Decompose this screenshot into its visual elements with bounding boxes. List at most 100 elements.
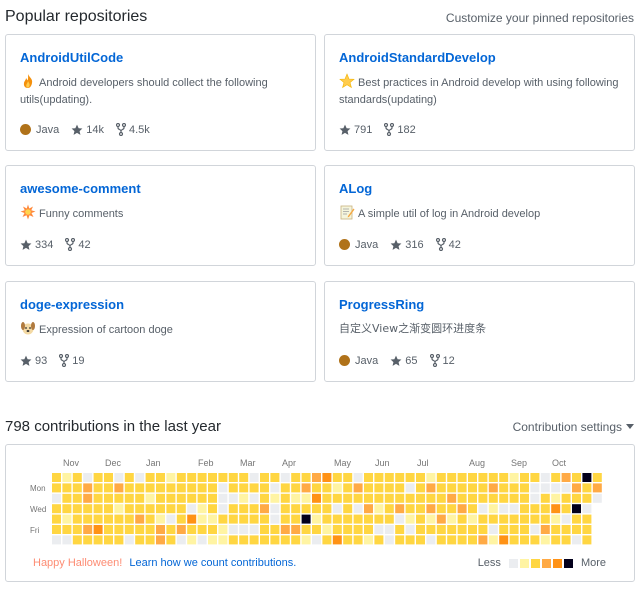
- contribution-day-cell[interactable]: [488, 483, 498, 493]
- contribution-day-cell[interactable]: [145, 535, 155, 545]
- contribution-day-cell[interactable]: [166, 514, 176, 524]
- contribution-day-cell[interactable]: [405, 525, 415, 534]
- contribution-day-cell[interactable]: [145, 514, 155, 524]
- contribution-day-cell[interactable]: [468, 504, 477, 514]
- contribution-day-cell[interactable]: [270, 493, 280, 503]
- contribution-day-cell[interactable]: [72, 535, 82, 545]
- contribution-day-cell[interactable]: [228, 493, 238, 503]
- contribution-day-cell[interactable]: [488, 493, 498, 503]
- contribution-day-cell[interactable]: [374, 535, 384, 545]
- contribution-day-cell[interactable]: [187, 525, 197, 534]
- contribution-day-cell[interactable]: [187, 483, 197, 493]
- contribution-day-cell[interactable]: [395, 493, 405, 503]
- contribution-day-cell[interactable]: [270, 535, 280, 545]
- contribution-day-cell[interactable]: [364, 483, 373, 493]
- contribution-day-cell[interactable]: [104, 535, 113, 545]
- learn-contributions-link[interactable]: Learn how we count contributions.: [129, 557, 297, 569]
- contribution-day-cell[interactable]: [540, 525, 550, 534]
- repo-forks-link[interactable]: 182: [384, 123, 416, 136]
- contribution-day-cell[interactable]: [384, 473, 394, 482]
- contribution-day-cell[interactable]: [208, 493, 217, 503]
- contribution-day-cell[interactable]: [436, 473, 446, 482]
- contribution-day-cell[interactable]: [426, 483, 436, 493]
- contribution-day-cell[interactable]: [353, 535, 363, 545]
- contribution-day-cell[interactable]: [280, 514, 290, 524]
- contribution-day-cell[interactable]: [426, 504, 436, 514]
- contribution-day-cell[interactable]: [582, 525, 592, 534]
- contribution-day-cell[interactable]: [530, 493, 540, 503]
- contribution-day-cell[interactable]: [312, 525, 321, 534]
- contribution-day-cell[interactable]: [270, 525, 280, 534]
- contribution-day-cell[interactable]: [374, 473, 384, 482]
- contribution-day-cell[interactable]: [145, 483, 155, 493]
- contribution-day-cell[interactable]: [592, 483, 602, 493]
- repo-stars-link[interactable]: 14k: [71, 124, 104, 136]
- contribution-day-cell[interactable]: [364, 535, 373, 545]
- contribution-day-cell[interactable]: [62, 493, 72, 503]
- repo-name-link[interactable]: ALog: [339, 181, 373, 196]
- contribution-day-cell[interactable]: [520, 493, 529, 503]
- contribution-day-cell[interactable]: [499, 473, 509, 482]
- contribution-day-cell[interactable]: [187, 535, 197, 545]
- contribution-day-cell[interactable]: [93, 514, 103, 524]
- contribution-day-cell[interactable]: [572, 483, 581, 493]
- contribution-day-cell[interactable]: [343, 525, 353, 534]
- contribution-day-cell[interactable]: [322, 493, 332, 503]
- repo-forks-link[interactable]: 4.5k: [116, 123, 150, 136]
- contribution-day-cell[interactable]: [291, 525, 301, 534]
- contribution-day-cell[interactable]: [83, 493, 93, 503]
- contribution-day-cell[interactable]: [72, 525, 82, 534]
- contribution-day-cell[interactable]: [499, 514, 509, 524]
- contribution-day-cell[interactable]: [62, 535, 72, 545]
- contribution-day-cell[interactable]: [364, 504, 373, 514]
- contribution-day-cell[interactable]: [332, 504, 342, 514]
- contribution-day-cell[interactable]: [530, 473, 540, 482]
- contribution-day-cell[interactable]: [280, 504, 290, 514]
- contribution-day-cell[interactable]: [249, 514, 259, 524]
- contribution-day-cell[interactable]: [187, 514, 197, 524]
- contribution-day-cell[interactable]: [83, 535, 93, 545]
- contribution-day-cell[interactable]: [343, 514, 353, 524]
- contribution-day-cell[interactable]: [405, 514, 415, 524]
- contribution-day-cell[interactable]: [572, 535, 581, 545]
- contribution-day-cell[interactable]: [228, 473, 238, 482]
- contribution-day-cell[interactable]: [416, 473, 425, 482]
- contribution-day-cell[interactable]: [436, 535, 446, 545]
- repo-name-link[interactable]: AndroidStandardDevelop: [339, 50, 496, 65]
- contribution-day-cell[interactable]: [582, 514, 592, 524]
- contribution-day-cell[interactable]: [218, 504, 228, 514]
- repo-name-link[interactable]: awesome-comment: [20, 181, 141, 196]
- contribution-day-cell[interactable]: [72, 514, 82, 524]
- contribution-day-cell[interactable]: [478, 504, 488, 514]
- contribution-day-cell[interactable]: [322, 473, 332, 482]
- contribution-day-cell[interactable]: [187, 473, 197, 482]
- contribution-day-cell[interactable]: [416, 514, 425, 524]
- contribution-day-cell[interactable]: [509, 525, 519, 534]
- contribution-day-cell[interactable]: [592, 493, 602, 503]
- contribution-day-cell[interactable]: [468, 535, 477, 545]
- contribution-day-cell[interactable]: [176, 483, 186, 493]
- contribution-day-cell[interactable]: [156, 483, 165, 493]
- contribution-day-cell[interactable]: [374, 493, 384, 503]
- contribution-day-cell[interactable]: [374, 525, 384, 534]
- contribution-day-cell[interactable]: [384, 525, 394, 534]
- repo-forks-link[interactable]: 42: [435, 238, 461, 251]
- contribution-day-cell[interactable]: [353, 473, 363, 482]
- repo-stars-link[interactable]: 65: [390, 355, 418, 367]
- contribution-day-cell[interactable]: [332, 473, 342, 482]
- contribution-day-cell[interactable]: [280, 473, 290, 482]
- contribution-day-cell[interactable]: [572, 504, 581, 514]
- contribution-day-cell[interactable]: [447, 504, 457, 514]
- contribution-day-cell[interactable]: [416, 535, 425, 545]
- contribution-day-cell[interactable]: [447, 535, 457, 545]
- contribution-day-cell[interactable]: [114, 493, 124, 503]
- contribution-day-cell[interactable]: [436, 493, 446, 503]
- contribution-day-cell[interactable]: [488, 535, 498, 545]
- contribution-day-cell[interactable]: [301, 483, 311, 493]
- contribution-day-cell[interactable]: [166, 493, 176, 503]
- contribution-day-cell[interactable]: [572, 493, 581, 503]
- contribution-day-cell[interactable]: [561, 514, 571, 524]
- contribution-day-cell[interactable]: [509, 535, 519, 545]
- contribution-day-cell[interactable]: [395, 535, 405, 545]
- contribution-day-cell[interactable]: [395, 514, 405, 524]
